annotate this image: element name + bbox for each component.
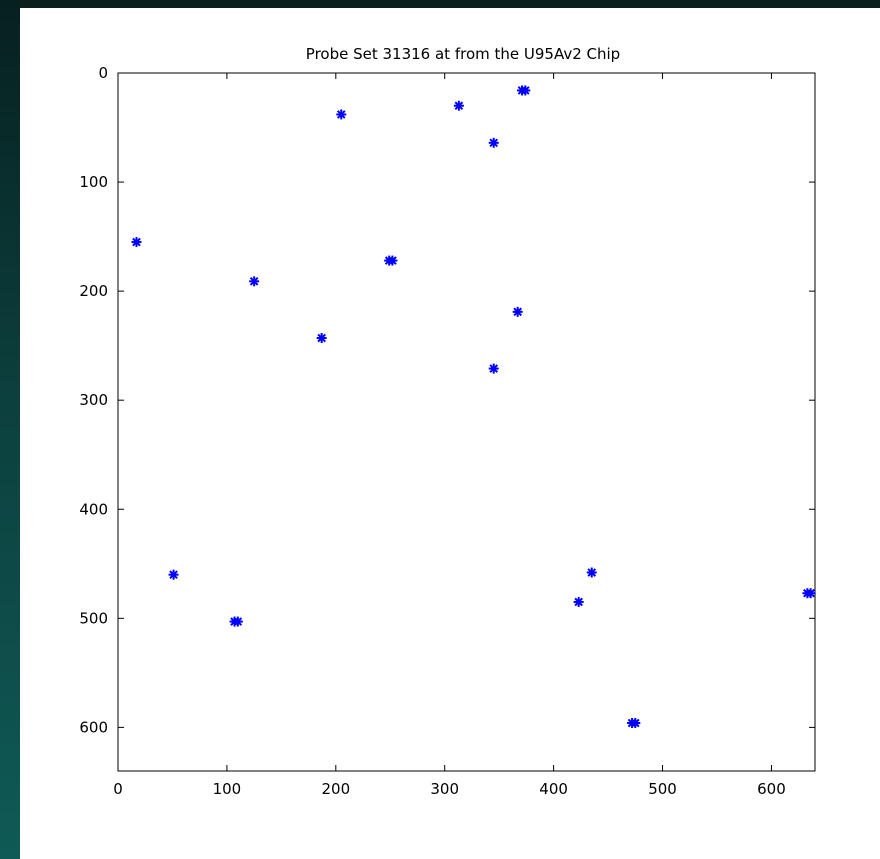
data-point	[249, 276, 260, 287]
x-tick-label: 200	[321, 780, 350, 798]
data-series	[131, 85, 816, 729]
y-tick-label: 0	[98, 64, 108, 82]
data-point	[168, 569, 179, 580]
scatter-plot: Probe Set 31316 at from the U95Av2 Chip …	[79, 45, 816, 798]
left-border	[0, 0, 20, 859]
x-axis: 0 100 200 300 400 500 600	[113, 73, 786, 798]
data-point	[453, 100, 464, 111]
data-point	[131, 237, 142, 248]
chart-title: Probe Set 31316 at from the U95Av2 Chip	[306, 45, 620, 63]
data-point	[488, 137, 499, 148]
x-tick-label: 300	[430, 780, 459, 798]
y-tick-label: 500	[79, 609, 108, 627]
x-tick-label: 100	[213, 780, 242, 798]
data-point	[805, 588, 816, 599]
top-border	[0, 0, 880, 8]
x-tick-label: 500	[648, 780, 677, 798]
y-tick-label: 100	[79, 173, 108, 191]
x-tick-label: 600	[757, 780, 786, 798]
data-point	[336, 109, 347, 120]
y-tick-label: 200	[79, 282, 108, 300]
data-point	[586, 567, 597, 578]
x-tick-label: 0	[113, 780, 123, 798]
data-point	[232, 616, 243, 627]
data-point	[488, 363, 499, 374]
data-point	[512, 306, 523, 317]
data-point	[520, 85, 531, 96]
data-point	[573, 596, 584, 607]
x-tick-label: 400	[539, 780, 568, 798]
data-point	[316, 333, 327, 344]
y-tick-label: 400	[79, 500, 108, 518]
plot-area	[117, 72, 816, 772]
y-tick-label: 600	[79, 718, 108, 736]
data-point	[387, 255, 398, 266]
y-axis: 0 100 200 300 400 500 600	[79, 64, 815, 736]
data-point	[630, 718, 641, 729]
y-tick-label: 300	[79, 391, 108, 409]
